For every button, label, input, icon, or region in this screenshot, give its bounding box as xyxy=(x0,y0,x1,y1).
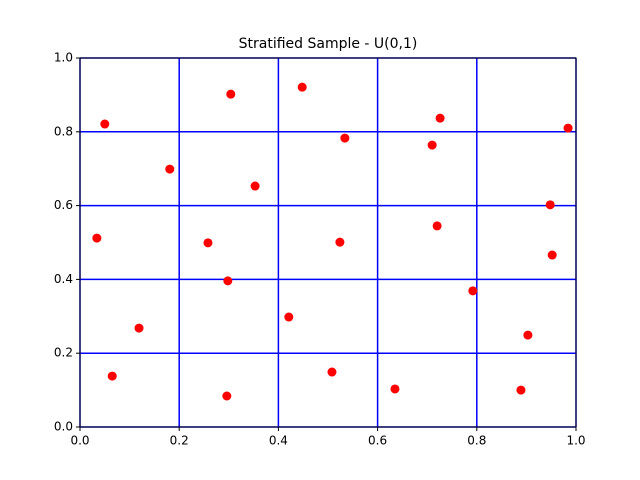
point xyxy=(165,164,175,174)
chart-title: Stratified Sample - U(0,1) xyxy=(239,36,418,52)
point xyxy=(222,391,232,401)
point xyxy=(203,238,213,248)
point xyxy=(284,312,294,322)
plot-frame xyxy=(79,57,577,428)
point xyxy=(92,233,102,243)
point xyxy=(390,384,400,394)
point xyxy=(335,237,345,247)
y-tick-label: 0.8 xyxy=(54,124,73,138)
point xyxy=(226,89,236,99)
point xyxy=(523,330,533,340)
point xyxy=(427,140,437,150)
y-tick-label: 1.0 xyxy=(54,51,73,65)
point xyxy=(468,286,478,296)
point xyxy=(435,113,445,123)
point xyxy=(563,123,573,133)
x-tick-label: 0.8 xyxy=(467,434,486,448)
y-tick-label: 0.0 xyxy=(54,420,73,434)
x-tick-label: 0.2 xyxy=(170,434,189,448)
x-tick-label: 0.6 xyxy=(368,434,387,448)
point xyxy=(432,221,442,231)
x-tick-label: 1.0 xyxy=(566,434,585,448)
point xyxy=(516,385,526,395)
x-tick-label: 0.0 xyxy=(70,434,89,448)
point xyxy=(223,276,233,286)
point xyxy=(134,323,144,333)
point xyxy=(107,371,117,381)
x-tick-label: 0.4 xyxy=(269,434,288,448)
point xyxy=(340,133,350,143)
y-tick-label: 0.6 xyxy=(54,198,73,212)
y-tick-label: 0.2 xyxy=(54,346,73,360)
point xyxy=(297,82,307,92)
point xyxy=(545,200,555,210)
point xyxy=(547,250,557,260)
point xyxy=(250,181,260,191)
point xyxy=(327,367,337,377)
point xyxy=(100,119,110,129)
y-tick-label: 0.4 xyxy=(54,272,73,286)
